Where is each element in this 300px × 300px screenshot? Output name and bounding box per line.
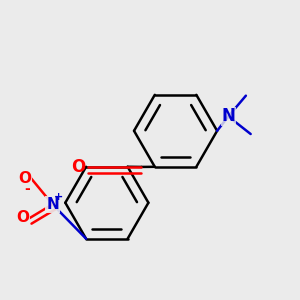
Text: O: O (18, 171, 31, 186)
Text: N: N (221, 107, 235, 125)
Text: N: N (46, 197, 59, 212)
Text: O: O (72, 158, 86, 176)
Text: O: O (16, 210, 29, 225)
Text: -: - (24, 182, 30, 196)
Text: +: + (54, 192, 64, 202)
